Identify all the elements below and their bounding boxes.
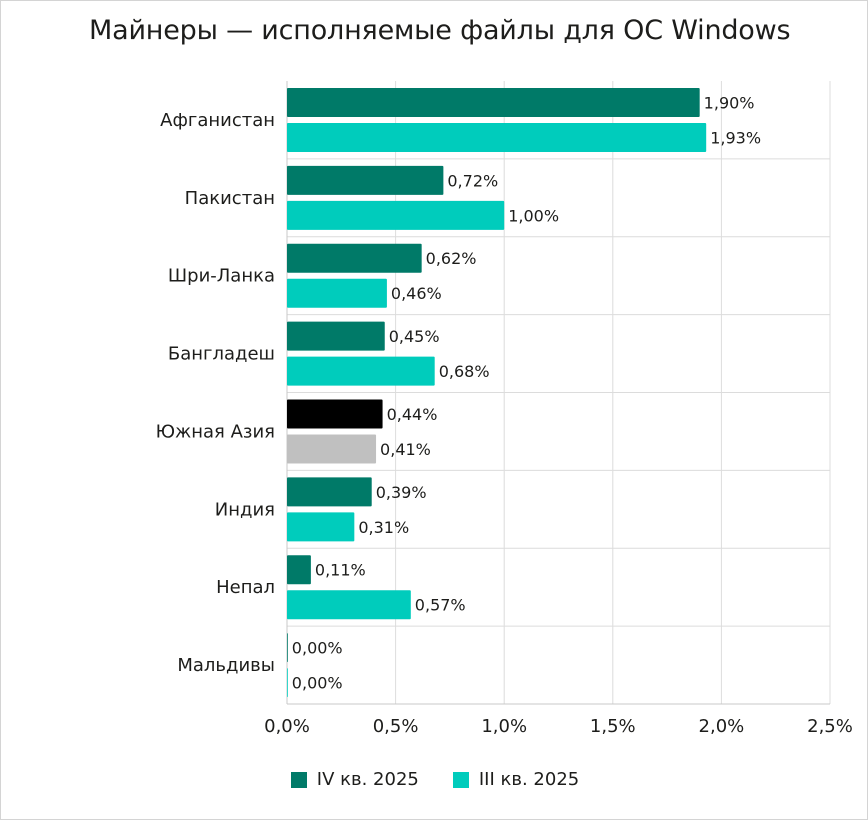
x-tick-label-5: 2,5% xyxy=(807,716,853,737)
data-label-s0-cat-0: 1,90% xyxy=(704,93,755,112)
chart-legend: IV кв. 2025 III кв. 2025 xyxy=(1,769,868,790)
data-label-s0-cat-1: 0,72% xyxy=(447,171,498,190)
x-tick-label-4: 2,0% xyxy=(699,716,745,737)
category-label-1: Пакистан xyxy=(185,188,275,209)
data-label-s1-cat-3: 0,68% xyxy=(439,362,490,381)
bar-s0-cat-6 xyxy=(287,555,311,585)
category-label-6: Непал xyxy=(216,577,275,598)
bar-s0-cat-0 xyxy=(287,87,700,117)
chart-title: Майнеры — исполняемые файлы для ОС Windo… xyxy=(89,15,791,46)
legend-item-q3: III кв. 2025 xyxy=(452,769,580,790)
bar-s1-cat-3 xyxy=(287,356,435,386)
bar-s1-cat-5 xyxy=(287,512,355,542)
legend-label-q4: IV кв. 2025 xyxy=(316,769,419,790)
data-label-s0-cat-2: 0,62% xyxy=(426,249,477,268)
bar-s0-cat-4 xyxy=(287,399,383,429)
bar-s1-cat-6 xyxy=(287,590,411,620)
bar-s0-cat-5 xyxy=(287,477,372,507)
legend-swatch-q3 xyxy=(452,771,469,788)
category-label-0: Афганистан xyxy=(160,110,275,131)
data-label-s0-cat-7: 0,00% xyxy=(292,639,343,658)
legend-item-q4: IV кв. 2025 xyxy=(290,769,419,790)
x-tick-label-3: 1,5% xyxy=(590,716,636,737)
bar-s0-cat-7 xyxy=(287,633,288,663)
legend-swatch-q4 xyxy=(290,771,307,788)
legend-label-q3: III кв. 2025 xyxy=(478,769,580,790)
bar-s1-cat-7 xyxy=(287,668,288,698)
x-tick-label-0: 0,0% xyxy=(264,716,310,737)
category-label-2: Шри-Ланка xyxy=(168,266,275,287)
data-label-s0-cat-6: 0,11% xyxy=(315,561,366,580)
category-label-7: Мальдивы xyxy=(177,655,275,676)
x-tick-label-2: 1,0% xyxy=(481,716,527,737)
data-label-s0-cat-5: 0,39% xyxy=(376,483,427,502)
bar-s0-cat-1 xyxy=(287,165,444,195)
bar-s1-cat-2 xyxy=(287,278,387,308)
data-label-s1-cat-1: 1,00% xyxy=(508,206,559,225)
category-label-3: Бангладеш xyxy=(168,344,275,365)
data-label-s1-cat-6: 0,57% xyxy=(415,596,466,615)
data-label-s0-cat-4: 0,44% xyxy=(387,405,438,424)
category-label-5: Индия xyxy=(215,499,275,520)
data-label-s1-cat-4: 0,41% xyxy=(380,440,431,459)
data-label-s0-cat-3: 0,45% xyxy=(389,327,440,346)
x-tick-label-1: 0,5% xyxy=(373,716,419,737)
bar-s1-cat-4 xyxy=(287,434,377,464)
bar-s0-cat-2 xyxy=(287,243,422,273)
data-label-s1-cat-2: 0,46% xyxy=(391,284,442,303)
bar-s1-cat-0 xyxy=(287,122,707,152)
data-label-s1-cat-5: 0,31% xyxy=(358,518,409,537)
data-label-s1-cat-7: 0,00% xyxy=(292,674,343,693)
data-label-s1-cat-0: 1,93% xyxy=(710,128,761,147)
category-label-4: Южная Азия xyxy=(156,421,275,442)
bar-s0-cat-3 xyxy=(287,321,385,351)
bar-s1-cat-1 xyxy=(287,200,505,230)
